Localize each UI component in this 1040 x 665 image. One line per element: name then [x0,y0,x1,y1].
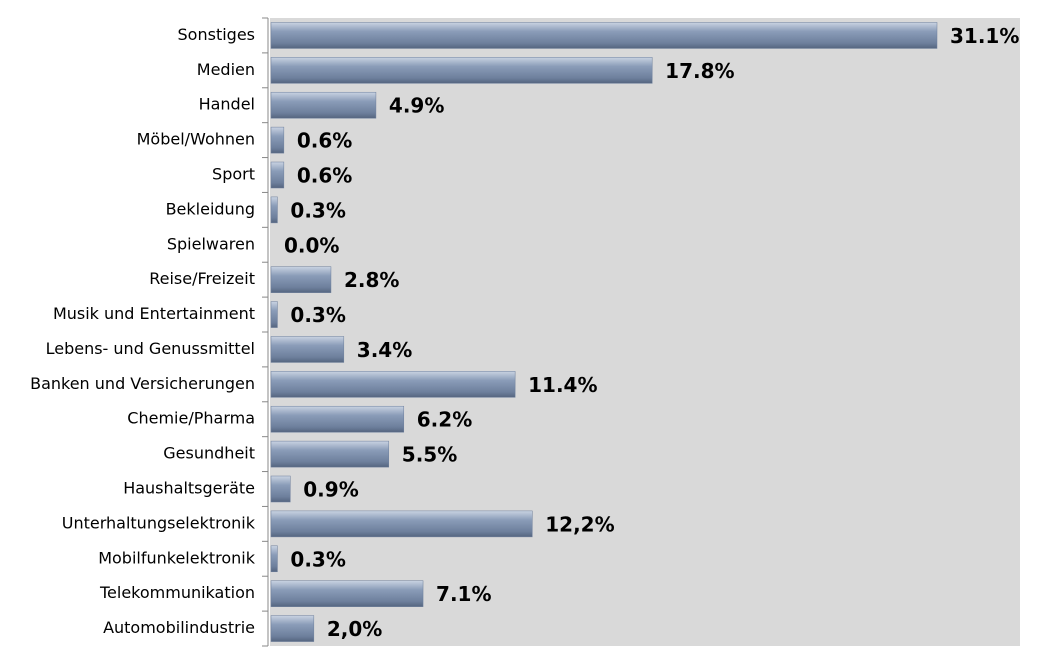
category-label: Lebens- und Genussmittel [46,339,255,358]
bar [270,475,291,503]
value-label: 0.3% [290,303,345,327]
bar [270,580,424,607]
bar [270,405,405,433]
value-label: 0.9% [303,478,358,502]
value-label: 6.2% [417,408,472,432]
category-label: Bekleidung [166,199,255,218]
category-label: Automobilindustrie [103,618,255,637]
category-label: Banken und Versicherungen [30,374,255,393]
value-label: 2,0% [327,617,382,641]
category-label: Reise/Freizeit [149,269,255,288]
category-label: Handel [199,95,255,114]
value-label: 5.5% [402,443,457,467]
category-label: Sport [212,165,255,184]
plot-area [270,18,1020,646]
bar [270,126,285,154]
value-label: 7.1% [436,582,491,606]
category-label: Chemie/Pharma [127,409,255,428]
bar [270,161,285,189]
value-label: 2.8% [344,268,399,292]
bar [270,301,278,328]
category-label: Unterhaltungselektronik [62,513,256,532]
bar [270,336,345,363]
value-label: 0.0% [284,233,339,257]
category-label: Mobilfunkelektronik [98,548,256,567]
bar [270,615,315,642]
value-label: 0.3% [290,547,345,571]
category-label: Medien [197,60,255,79]
value-label: 0.3% [290,198,345,222]
category-label: Möbel/Wohnen [137,130,255,149]
value-label: 0.6% [297,129,352,153]
category-label: Sonstiges [178,25,255,44]
bar [270,266,332,293]
value-label: 3.4% [357,338,412,362]
category-label: Spielwaren [167,234,255,253]
bar [270,196,278,224]
value-label: 0.6% [297,164,352,188]
bar [270,440,390,468]
bar [270,371,516,398]
value-label: 11.4% [528,373,597,397]
value-label: 12,2% [545,512,614,536]
bar [270,57,653,84]
bar [270,545,278,573]
value-label: 17.8% [665,59,734,83]
value-label: 4.9% [389,94,444,118]
bar [270,22,938,49]
category-label: Telekommunikation [99,583,255,602]
value-label: 31.1% [950,24,1019,48]
category-label: Haushaltsgeräte [123,479,255,498]
bar [270,510,533,538]
bar [270,91,377,119]
category-label: Musik und Entertainment [53,304,255,323]
category-label: Gesundheit [163,444,255,463]
